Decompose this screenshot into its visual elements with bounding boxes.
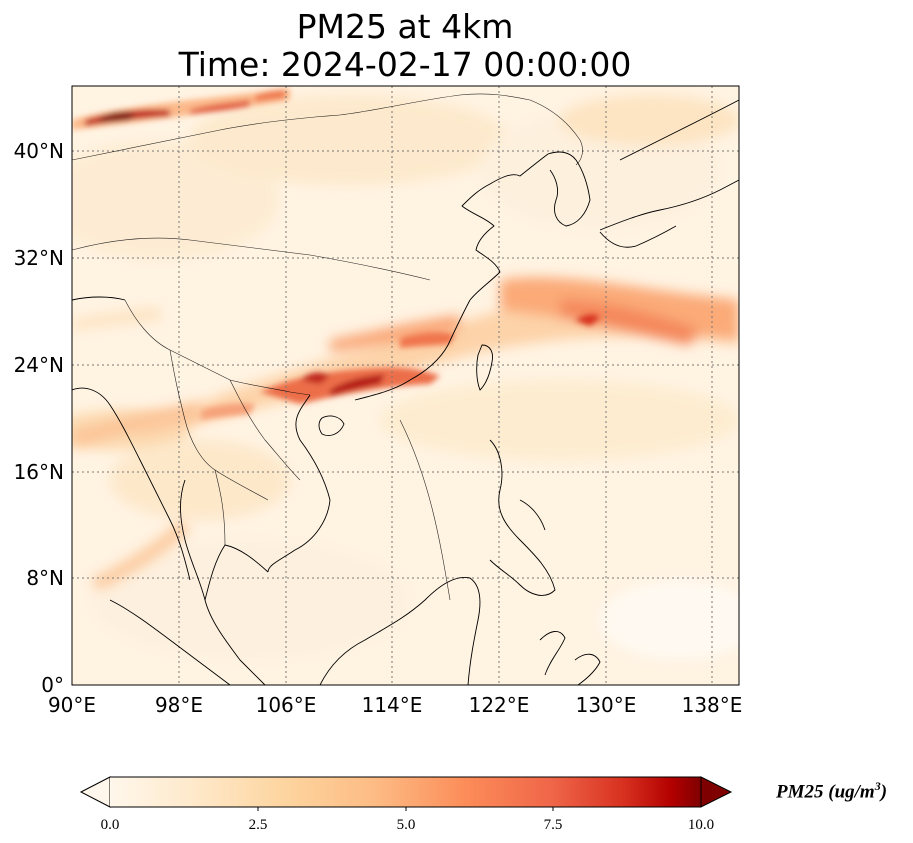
colorbar-tick-label: 7.5 bbox=[544, 817, 563, 833]
x-tick-label: 98°E bbox=[155, 693, 203, 717]
x-tick-label: 106°E bbox=[256, 693, 317, 717]
y-tick-label: 0° bbox=[41, 673, 64, 697]
title-line-1: PM25 at 4km bbox=[296, 7, 514, 46]
y-tick-label: 16°N bbox=[14, 460, 64, 484]
x-tick-labels: 90°E 98°E 106°E 114°E 122°E 130°E 138°E bbox=[48, 693, 742, 717]
colorbar-label-text: PM25 (ug/m bbox=[776, 781, 875, 803]
x-tick-label: 114°E bbox=[362, 693, 423, 717]
y-tick-label: 24°N bbox=[14, 353, 64, 377]
coastlines bbox=[72, 99, 739, 685]
colorbar: 0.0 2.5 5.0 7.5 10.0 bbox=[79, 776, 733, 833]
y-tick-label: 32°N bbox=[14, 246, 64, 270]
x-tick-label: 90°E bbox=[48, 693, 96, 717]
map-frame bbox=[71, 85, 740, 686]
x-tick-label: 138°E bbox=[682, 693, 743, 717]
y-tick-label: 40°N bbox=[14, 139, 64, 163]
colorbar-tick-label: 10.0 bbox=[688, 817, 714, 833]
colorbar-high-extension bbox=[700, 776, 733, 808]
colorbar-label: PM25 (ug/m3) bbox=[776, 779, 887, 803]
colorbar-label-superscript: 3 bbox=[874, 779, 881, 793]
colorbar-tick-label: 2.5 bbox=[249, 817, 268, 833]
colorbar-gradient bbox=[110, 777, 701, 807]
colorbar-tick-label: 5.0 bbox=[397, 817, 416, 833]
title-line-2: Time: 2024-02-17 00:00:00 bbox=[178, 45, 632, 84]
colorbar-label-close: ) bbox=[880, 781, 888, 803]
colorbar-tick-label: 0.0 bbox=[101, 817, 120, 833]
y-tick-labels: 0° 8°N 16°N 24°N 32°N 40°N bbox=[14, 139, 64, 697]
borders bbox=[72, 93, 583, 601]
y-tick-label: 8°N bbox=[26, 566, 64, 590]
x-tick-label: 130°E bbox=[576, 693, 637, 717]
gridlines bbox=[72, 86, 739, 685]
concentration-field bbox=[72, 86, 739, 685]
x-tick-label: 122°E bbox=[469, 693, 530, 717]
colorbar-low-extension bbox=[79, 776, 111, 808]
